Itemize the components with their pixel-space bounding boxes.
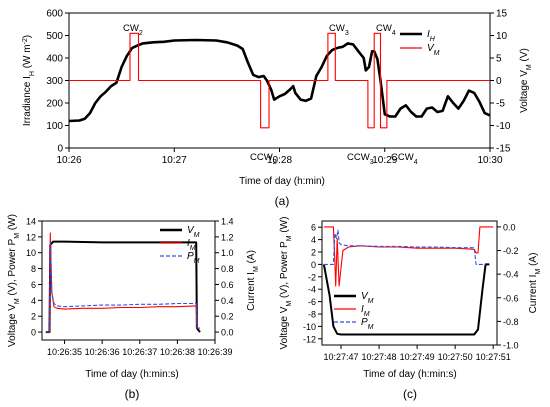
panel-c-x-tick-label: 10:27:48 — [362, 352, 397, 362]
panel-b-x-tick-label: 10:26:38 — [160, 347, 195, 357]
panel-b-legend-label: IM — [187, 238, 196, 252]
panel-a-y-left-tick-label: 300 — [46, 76, 63, 87]
panel-b-x-tick-label: 10:26:36 — [85, 347, 120, 357]
panel-c-y-right-axis-label: Current IM (A) — [528, 253, 542, 314]
panel-a-x-axis-label: Time of day (h:min) — [239, 176, 325, 187]
panel-a-x-tick-label: 10:28 — [267, 155, 292, 166]
panel-a-y-right-tick-label: 5 — [496, 54, 502, 65]
panel-c-y-left-tick-label: -6 — [308, 297, 316, 307]
panel-a-annotation: CCW4 — [391, 152, 418, 166]
panel-a-label: (a) — [275, 194, 290, 208]
panel-c-legend-label: PM — [361, 317, 374, 331]
panel-b-y-right-tick-label: 0.6 — [221, 280, 234, 290]
panel-b-x-axis-label: Time of day (h:min:s) — [85, 369, 179, 380]
panel-c-x-tick-label: 10:27:49 — [400, 352, 435, 362]
panel-c-y-left-axis-label: Voltage VM (V), Power PM (W) — [279, 217, 293, 350]
panel-c-y-right-tick-label: 0.0 — [503, 222, 516, 232]
panel-a-y-left-tick-label: 200 — [46, 99, 63, 110]
panel-a-y-right-tick-label: -15 — [496, 144, 511, 155]
panel-b-y-right-tick-label: 0.0 — [221, 328, 234, 338]
panel-a-annotation: CW3 — [329, 23, 349, 37]
panel-c-y-right-tick-label: -1.0 — [503, 341, 519, 351]
panel-b-y-left-tick-label: 4 — [31, 296, 36, 306]
panel-a-annotation: CCW3 — [347, 152, 374, 166]
panel-a-y-left-tick-label: 100 — [46, 121, 63, 132]
panel-c-x-tick-label: 10:27:50 — [438, 352, 473, 362]
panel-a-y-right-tick-label: 15 — [496, 9, 508, 20]
panel-b-series-v-m — [45, 240, 201, 334]
panel-b-y-right-tick-label: 0.4 — [221, 296, 234, 306]
panel-a-y-right-tick-label: 10 — [496, 31, 508, 42]
panel-b-legend-label: VM — [187, 225, 200, 239]
panel-b-y-right-tick-label: 1.0 — [221, 248, 234, 258]
panel-c-plot-frame — [321, 220, 498, 346]
panel-b-y-left-tick-label: 14 — [26, 217, 36, 227]
panel-c-y-left-tick-label: 6 — [311, 223, 316, 233]
panel-a-legend-label: VM — [427, 43, 440, 57]
panel-a-x-tick-label: 10:26 — [56, 155, 81, 166]
panel-c-label: (c) — [403, 387, 417, 401]
panel-b-y-left-tick-label: 12 — [26, 232, 36, 242]
panel-a-y-left-tick-label: 500 — [46, 31, 63, 42]
panel-b-legend-label: PM — [187, 251, 200, 265]
panel-c-y-left-tick-label: -12 — [303, 334, 316, 344]
panel-c-series-v-m — [322, 263, 490, 336]
panel-b-x-tick-label: 10:26:37 — [122, 347, 157, 357]
panel-b-x-tick-label: 10:26:35 — [47, 347, 82, 357]
panel-c-y-left-tick-label: -10 — [303, 322, 316, 332]
panel-c-y-right-tick-label: -0.6 — [503, 293, 519, 303]
panel-c-y-left-tick-label: -4 — [308, 285, 316, 295]
panel-c-series-p-m — [323, 229, 486, 265]
panel-a-annotation: CCW2 — [250, 152, 277, 166]
panel-b-y-left-tick-label: 8 — [31, 264, 36, 274]
panel-a-annotation: CW4 — [376, 23, 396, 37]
panel-b-plot-frame — [41, 220, 216, 341]
panel-a-y-right-tick-label: -5 — [496, 99, 505, 110]
panel-c-y-left-tick-label: -8 — [308, 310, 316, 320]
panel-c-legend-label: IM — [361, 304, 370, 318]
panel-c-legend-label: VM — [361, 291, 374, 305]
panel-b-y-right-axis-label: Current IM (A) — [246, 250, 260, 311]
panel-c-y-right-tick-label: -0.2 — [503, 246, 519, 256]
panel-b-y-right-tick-label: 0.8 — [221, 264, 234, 274]
panel-c-x-axis-label: Time of day (h:min:s) — [363, 369, 457, 380]
panel-a-y-left-tick-label: 0 — [57, 144, 63, 155]
panel-c-series-i-m — [323, 226, 494, 287]
panel-a-y-right-axis-label: Voltage VM (V) — [519, 48, 533, 113]
panel-a-y-left-tick-label: 600 — [46, 9, 63, 20]
panel-a-annotation: CW2 — [123, 23, 143, 37]
panel-c-y-left-tick-label: 0 — [311, 260, 316, 270]
panel-b-y-left-tick-label: 2 — [31, 312, 36, 322]
panel-a-x-tick-label: 10:27 — [162, 155, 187, 166]
panel-b-y-left-tick-label: 6 — [31, 280, 36, 290]
panel-a-y-right-tick-label: -10 — [496, 121, 511, 132]
panel-c-y-left-tick-label: -2 — [308, 272, 316, 282]
panel-b-y-right-tick-label: 0.2 — [221, 312, 234, 322]
panel-b-series-i-m — [45, 232, 200, 333]
panel-c-y-right-tick-label: -0.8 — [503, 317, 519, 327]
panel-c-x-tick-label: 10:27:51 — [476, 352, 511, 362]
panel-a-legend-label: IH — [427, 29, 436, 43]
panel-b-y-left-tick-label: 0 — [31, 328, 36, 338]
panel-c-y-left-tick-label: 4 — [311, 235, 316, 245]
panel-a-x-tick-label: 10:30 — [477, 155, 502, 166]
panel-a-y-left-axis-label: Irradiance IH (W m-2) — [22, 35, 36, 126]
panel-b-label: (b) — [125, 387, 140, 401]
panel-b-y-right-tick-label: 1.4 — [221, 217, 234, 227]
panel-c-y-right-tick-label: -0.4 — [503, 270, 519, 280]
panel-b-y-right-tick-label: 1.2 — [221, 232, 234, 242]
panel-a-x-tick-label: 10:29 — [372, 155, 397, 166]
panel-b-x-tick-label: 10:26:39 — [197, 347, 232, 357]
panel-a-series-v-m — [69, 32, 490, 129]
panel-b-y-left-axis-label: Voltage VM (V), Power PM (W) — [7, 214, 21, 347]
panel-a-y-right-tick-label: 0 — [496, 76, 502, 87]
panel-a-y-left-tick-label: 400 — [46, 54, 63, 65]
panel-b-y-left-tick-label: 10 — [26, 248, 36, 258]
panel-c-y-left-tick-label: 2 — [311, 248, 316, 258]
panel-b-series-p-m — [45, 240, 200, 333]
panel-c-x-tick-label: 10:27:47 — [323, 352, 358, 362]
